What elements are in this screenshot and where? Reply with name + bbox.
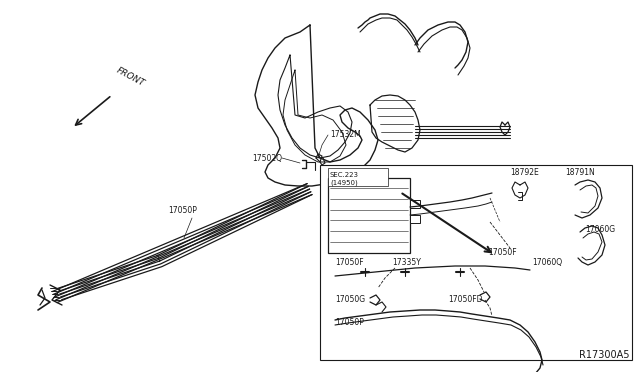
Text: (14950): (14950) [330,179,358,186]
Text: 17050G: 17050G [335,295,365,304]
Text: FRONT: FRONT [115,65,147,88]
Text: 18792E: 18792E [510,168,539,177]
Bar [410,215,420,223]
Bar [410,200,420,208]
Bar [320,165,632,360]
Bar [328,178,410,253]
Text: 17335Y: 17335Y [392,258,421,267]
Bar [328,168,388,186]
Text: 17050P: 17050P [168,206,197,215]
Text: 17060Q: 17060Q [532,258,562,267]
Text: 18791N: 18791N [565,168,595,177]
Text: 17060G: 17060G [585,225,615,234]
Text: 17532M: 17532M [330,130,361,139]
Text: 17050FD: 17050FD [448,295,483,304]
Text: SEC.223: SEC.223 [330,172,359,178]
Text: 17050F: 17050F [488,248,516,257]
Text: 17502Q: 17502Q [252,154,282,163]
Text: 17050F: 17050F [335,258,364,267]
Text: R17300A5: R17300A5 [579,350,630,360]
Text: 17050P: 17050P [335,318,364,327]
